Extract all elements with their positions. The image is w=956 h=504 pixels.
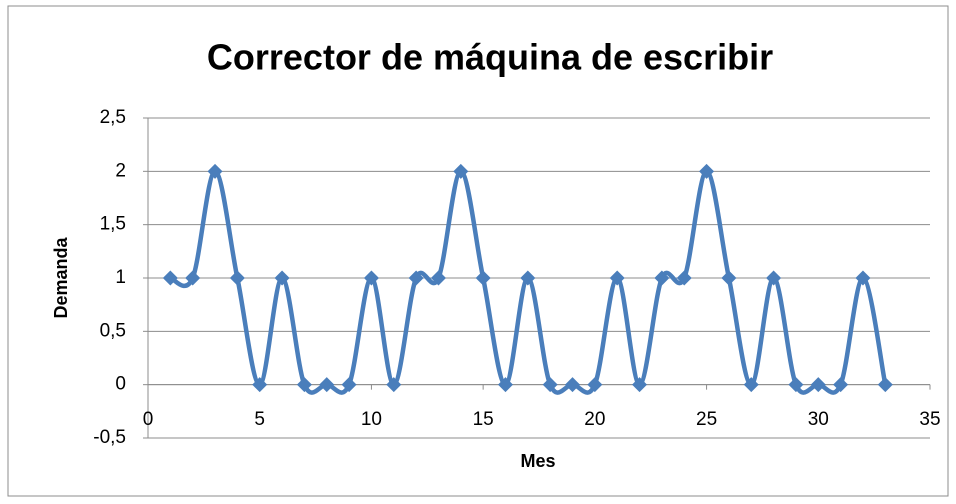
- x-tick-label: 20: [584, 409, 605, 430]
- x-tick-label: 35: [919, 409, 940, 430]
- marker: [475, 270, 491, 286]
- x-tick-label: 5: [254, 409, 265, 430]
- marker: [654, 270, 670, 286]
- chart-title: Corrector de máquina de escribir: [207, 37, 773, 78]
- y-tick-label: 2,5: [100, 107, 126, 128]
- marker: [833, 377, 849, 393]
- marker: [810, 377, 826, 393]
- marker: [542, 377, 558, 393]
- marker: [207, 163, 223, 179]
- marker: [632, 377, 648, 393]
- marker: [699, 163, 715, 179]
- x-tick-label: 10: [361, 409, 382, 430]
- marker: [766, 270, 782, 286]
- marker: [520, 270, 536, 286]
- marker: [363, 270, 379, 286]
- marker: [587, 377, 603, 393]
- y-tick-label: 0: [115, 374, 126, 395]
- x-tick-label: 15: [473, 409, 494, 430]
- y-tick-label: -0,5: [93, 427, 126, 448]
- y-tick-label: 1,5: [100, 214, 126, 235]
- marker: [609, 270, 625, 286]
- marker: [185, 270, 201, 286]
- marker: [453, 163, 469, 179]
- marker: [274, 270, 290, 286]
- y-tick-label: 0,5: [100, 320, 126, 341]
- marker: [296, 377, 312, 393]
- marker: [855, 270, 871, 286]
- marker: [788, 377, 804, 393]
- marker: [162, 270, 178, 286]
- marker: [229, 270, 245, 286]
- y-tick-label: 1: [115, 267, 126, 288]
- y-tick-label: 2: [115, 160, 126, 181]
- x-axis-title: Mes: [520, 451, 555, 471]
- marker: [386, 377, 402, 393]
- marker: [430, 270, 446, 286]
- marker: [341, 377, 357, 393]
- marker: [565, 377, 581, 393]
- marker: [721, 270, 737, 286]
- marker: [497, 377, 513, 393]
- marker: [252, 377, 268, 393]
- marker: [408, 270, 424, 286]
- x-tick-label: 30: [808, 409, 829, 430]
- y-axis-title: Demanda: [51, 237, 71, 319]
- marker: [743, 377, 759, 393]
- marker: [676, 270, 692, 286]
- x-tick-label: 0: [143, 409, 154, 430]
- marker: [877, 377, 893, 393]
- x-tick-label: 25: [696, 409, 717, 430]
- marker: [319, 377, 335, 393]
